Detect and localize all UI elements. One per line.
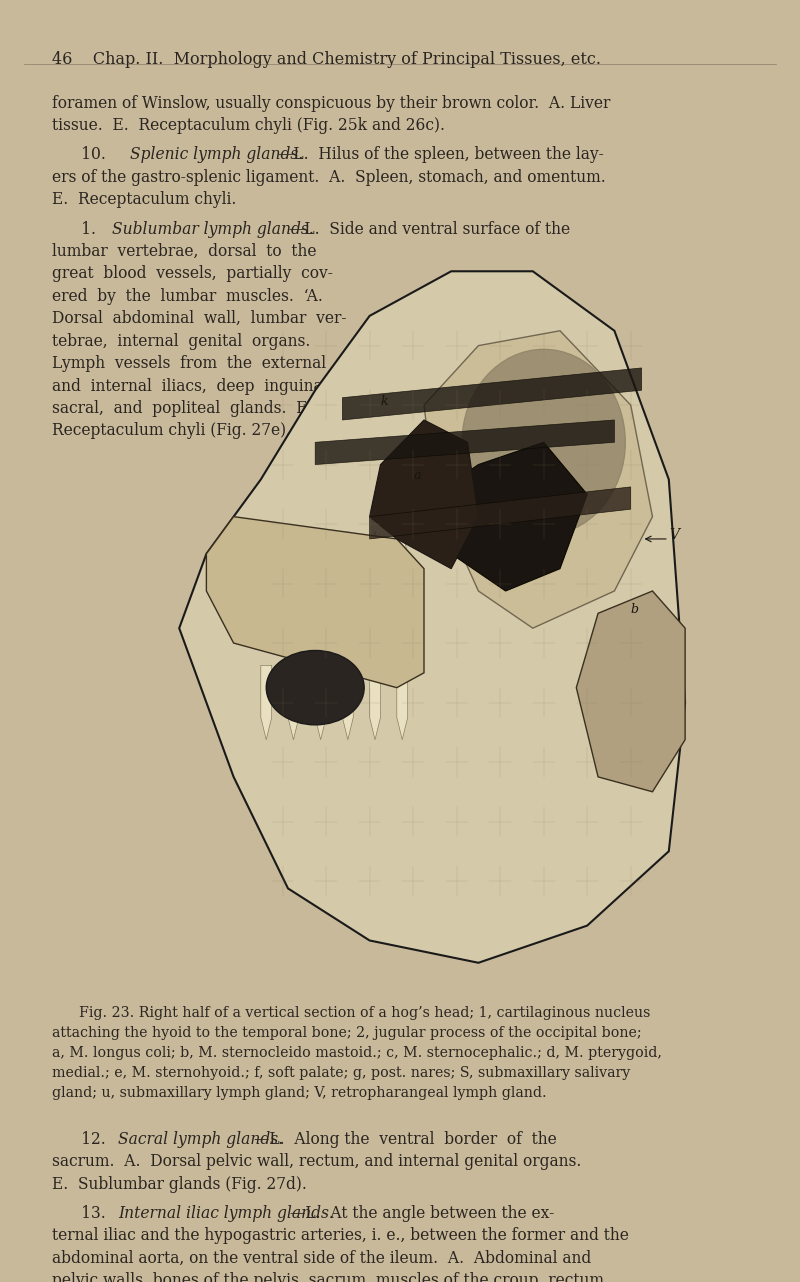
Polygon shape bbox=[288, 532, 299, 606]
Polygon shape bbox=[342, 665, 354, 740]
Text: lumbar  vertebrae,  dorsal  to  the: lumbar vertebrae, dorsal to the bbox=[52, 242, 317, 260]
Text: pelvic walls, bones of the pelvis, sacrum, muscles of the croup, rectum,: pelvic walls, bones of the pelvis, sacru… bbox=[52, 1272, 609, 1282]
Polygon shape bbox=[370, 665, 381, 740]
Polygon shape bbox=[206, 517, 424, 687]
Polygon shape bbox=[315, 420, 614, 464]
Text: V: V bbox=[669, 528, 679, 542]
Text: foramen of Winslow, usually conspicuous by their brown color.  A. Liver: foramen of Winslow, usually conspicuous … bbox=[52, 95, 610, 112]
Text: E.  Sublumbar glands (Fig. 27d).: E. Sublumbar glands (Fig. 27d). bbox=[52, 1176, 307, 1192]
Polygon shape bbox=[179, 272, 685, 963]
Polygon shape bbox=[397, 665, 408, 740]
Text: gland; u, submaxillary lymph gland; V, retropharangeal lymph gland.: gland; u, submaxillary lymph gland; V, r… bbox=[52, 1086, 546, 1100]
Polygon shape bbox=[370, 487, 630, 538]
Text: 10.: 10. bbox=[52, 146, 116, 164]
Text: 1.: 1. bbox=[52, 221, 106, 237]
Text: —L.  Side and ventral surface of the: —L. Side and ventral surface of the bbox=[289, 221, 570, 237]
Text: and  internal  iliacs,  deep  inguinal,: and internal iliacs, deep inguinal, bbox=[52, 377, 332, 395]
Polygon shape bbox=[288, 665, 299, 740]
Polygon shape bbox=[342, 532, 354, 606]
Text: 12.: 12. bbox=[52, 1131, 115, 1147]
Text: ers of the gastro-splenic ligament.  A.  Spleen, stomach, and omentum.: ers of the gastro-splenic ligament. A. S… bbox=[52, 169, 606, 186]
Text: Splenic lymph glands.: Splenic lymph glands. bbox=[130, 146, 304, 164]
Text: abdominal aorta, on the ventral side of the ileum.  A.  Abdominal and: abdominal aorta, on the ventral side of … bbox=[52, 1250, 591, 1267]
Polygon shape bbox=[397, 532, 408, 606]
Text: Sublumbar lymph glands.: Sublumbar lymph glands. bbox=[112, 221, 314, 237]
Text: d: d bbox=[478, 529, 486, 542]
Polygon shape bbox=[424, 331, 653, 628]
Polygon shape bbox=[342, 368, 642, 420]
Text: ternal iliac and the hypogastric arteries, i. e., between the former and the: ternal iliac and the hypogastric arterie… bbox=[52, 1227, 629, 1245]
Text: Dorsal  abdominal  wall,  lumbar  ver-: Dorsal abdominal wall, lumbar ver- bbox=[52, 310, 346, 327]
Text: Lymph  vessels  from  the  external: Lymph vessels from the external bbox=[52, 355, 326, 372]
Text: E.  Receptaculum chyli.: E. Receptaculum chyli. bbox=[52, 191, 236, 209]
Text: 13.: 13. bbox=[52, 1205, 115, 1222]
Text: k: k bbox=[381, 395, 388, 408]
Polygon shape bbox=[261, 665, 272, 740]
Text: medial.; e, M. sternohyoid.; f, soft palate; g, post. nares; S, submaxillary sal: medial.; e, M. sternohyoid.; f, soft pal… bbox=[52, 1067, 630, 1079]
Ellipse shape bbox=[462, 349, 626, 535]
Text: sacrum.  A.  Dorsal pelvic wall, rectum, and internal genital organs.: sacrum. A. Dorsal pelvic wall, rectum, a… bbox=[52, 1154, 582, 1170]
Text: Receptaculum chyli (Fig. 27e).: Receptaculum chyli (Fig. 27e). bbox=[52, 422, 291, 440]
Text: Fig. 23. Right half of a vertical section of a hog’s head; 1, cartilaginous nucl: Fig. 23. Right half of a vertical sectio… bbox=[52, 1006, 650, 1020]
Text: ered  by  the  lumbar  muscles.  ‘A.: ered by the lumbar muscles. ‘A. bbox=[52, 287, 323, 305]
Text: Internal iliac lymph glands.: Internal iliac lymph glands. bbox=[118, 1205, 334, 1222]
Text: —L.  Hilus of the spleen, between the lay-: —L. Hilus of the spleen, between the lay… bbox=[278, 146, 603, 164]
Text: 46    Chap. II.  Morphology and Chemistry of Principal Tissues, etc.: 46 Chap. II. Morphology and Chemistry of… bbox=[52, 51, 601, 68]
Ellipse shape bbox=[266, 650, 364, 724]
Text: attaching the hyoid to the temporal bone; 2, jugular process of the occipital bo: attaching the hyoid to the temporal bone… bbox=[52, 1026, 642, 1040]
Text: a: a bbox=[413, 469, 421, 482]
Polygon shape bbox=[315, 665, 326, 740]
Text: a, M. longus coli; b, M. sternocleido mastoid.; c, M. sternocephalic.; d, M. pte: a, M. longus coli; b, M. sternocleido ma… bbox=[52, 1046, 662, 1060]
Text: Sacral lymph glands.: Sacral lymph glands. bbox=[118, 1131, 283, 1147]
Polygon shape bbox=[370, 532, 381, 606]
Polygon shape bbox=[435, 442, 587, 591]
Text: great  blood  vessels,  partially  cov-: great blood vessels, partially cov- bbox=[52, 265, 333, 282]
Text: tebrae,  internal  genital  organs.: tebrae, internal genital organs. bbox=[52, 332, 310, 350]
Text: —L.  At the angle between the ex-: —L. At the angle between the ex- bbox=[290, 1205, 554, 1222]
Polygon shape bbox=[370, 420, 478, 569]
Text: b: b bbox=[630, 604, 638, 617]
Text: tissue.  E.  Receptaculum chyli (Fig. 25k and 26c).: tissue. E. Receptaculum chyli (Fig. 25k … bbox=[52, 117, 445, 135]
Text: —L.  Along the  ventral  border  of  the: —L. Along the ventral border of the bbox=[254, 1131, 557, 1147]
Polygon shape bbox=[315, 532, 326, 606]
Polygon shape bbox=[261, 532, 272, 606]
Text: sacral,  and  popliteal  glands.  E.: sacral, and popliteal glands. E. bbox=[52, 400, 313, 417]
Polygon shape bbox=[576, 591, 685, 792]
Text: c: c bbox=[571, 485, 578, 497]
